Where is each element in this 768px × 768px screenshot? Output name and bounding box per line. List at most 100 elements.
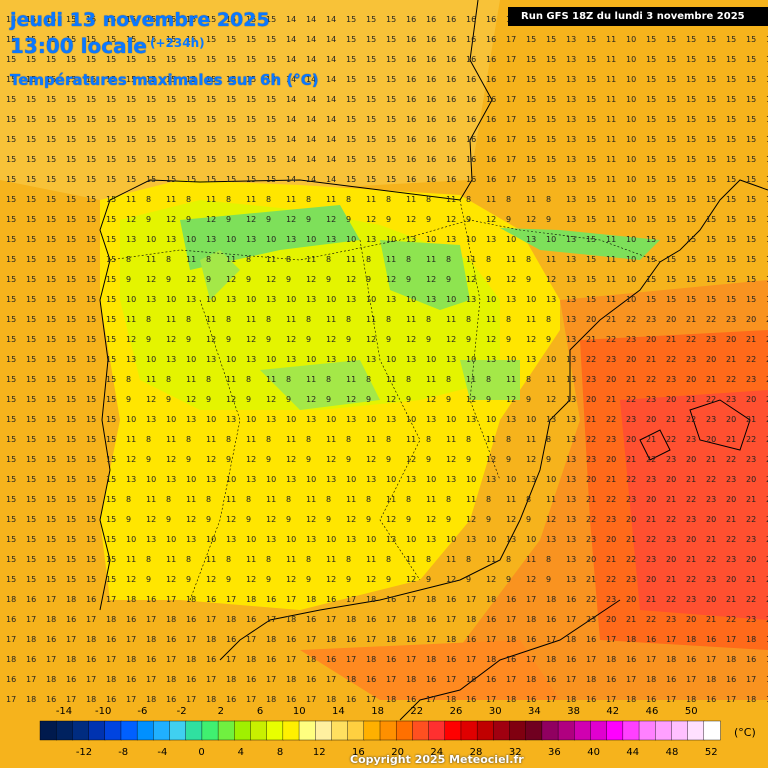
grid-value: 12 xyxy=(366,575,376,584)
grid-value: 12 xyxy=(126,215,136,224)
legend-swatch xyxy=(201,720,219,741)
grid-value: 13 xyxy=(566,35,576,44)
grid-value: 8 xyxy=(286,255,291,264)
grid-value: 11 xyxy=(226,255,236,264)
grid-value: 21 xyxy=(586,335,596,344)
legend-label-top: 18 xyxy=(371,706,384,717)
grid-value: 15 xyxy=(266,35,276,44)
grid-value: 15 xyxy=(106,75,116,84)
grid-value: 11 xyxy=(246,315,256,324)
grid-value: 15 xyxy=(66,75,76,84)
grid-value: 13 xyxy=(306,295,316,304)
grid-value: 13 xyxy=(486,475,496,484)
grid-value: 10 xyxy=(626,235,636,244)
legend-swatch xyxy=(557,720,575,741)
grid-value: 16 xyxy=(346,695,356,704)
grid-value: 15 xyxy=(46,215,56,224)
grid-value: 15 xyxy=(366,175,376,184)
grid-value: 16 xyxy=(586,635,596,644)
grid-value: 8 xyxy=(446,495,451,504)
grid-value: 11 xyxy=(226,495,236,504)
grid-value: 9 xyxy=(366,395,371,404)
grid-value: 13 xyxy=(386,295,396,304)
grid-value: 15 xyxy=(46,355,56,364)
grid-value: 15 xyxy=(666,35,676,44)
grid-value: 15 xyxy=(546,155,556,164)
grid-value: 16 xyxy=(446,175,456,184)
grid-value: 13 xyxy=(206,235,216,244)
grid-value: 17 xyxy=(286,655,296,664)
grid-value: 11 xyxy=(246,195,256,204)
grid-value: 9 xyxy=(526,395,531,404)
grid-value: 12 xyxy=(466,515,476,524)
grid-value: 16 xyxy=(406,75,416,84)
grid-value: 15 xyxy=(26,415,36,424)
grid-value: 11 xyxy=(446,435,456,444)
grid-value: 15 xyxy=(686,135,696,144)
grid-value: 11 xyxy=(186,495,196,504)
grid-value: 15 xyxy=(366,135,376,144)
grid-value: 11 xyxy=(246,555,256,564)
grid-value: 13 xyxy=(166,235,176,244)
grid-value: 15 xyxy=(546,175,556,184)
grid-value: 21 xyxy=(726,515,736,524)
grid-value: 11 xyxy=(526,555,536,564)
grid-value: 9 xyxy=(266,455,271,464)
grid-value: 9 xyxy=(186,455,191,464)
grid-value: 15 xyxy=(26,235,36,244)
grid-value: 15 xyxy=(126,75,136,84)
grid-value: 15 xyxy=(86,35,96,44)
grid-value: 15 xyxy=(126,155,136,164)
grid-value: 10 xyxy=(626,95,636,104)
grid-value: 11 xyxy=(186,375,196,384)
grid-value: 15 xyxy=(46,475,56,484)
grid-value: 18 xyxy=(566,635,576,644)
grid-value: 18 xyxy=(566,695,576,704)
grid-value: 22 xyxy=(686,495,696,504)
grid-value: 17 xyxy=(266,615,276,624)
grid-value: 15 xyxy=(86,335,96,344)
grid-value: 15 xyxy=(666,215,676,224)
grid-value: 9 xyxy=(146,455,151,464)
grid-value: 18 xyxy=(626,635,636,644)
grid-value: 15 xyxy=(386,55,396,64)
grid-value: 15 xyxy=(766,75,768,84)
grid-value: 11 xyxy=(266,375,276,384)
cantabrian-green xyxy=(180,205,360,270)
grid-value: 10 xyxy=(446,295,456,304)
grid-value: 11 xyxy=(206,195,216,204)
grid-value: 15 xyxy=(586,235,596,244)
grid-value: 15 xyxy=(526,135,536,144)
grid-value: 15 xyxy=(66,115,76,124)
grid-value: 15 xyxy=(106,135,116,144)
grid-value: 10 xyxy=(326,535,336,544)
grid-value: 9 xyxy=(486,515,491,524)
grid-value: 10 xyxy=(186,475,196,484)
legend-label-bottom: 16 xyxy=(352,747,365,758)
grid-value: 16 xyxy=(226,695,236,704)
grid-value: 8 xyxy=(346,195,351,204)
legend-swatch xyxy=(185,720,203,741)
grid-value: 12 xyxy=(466,395,476,404)
grid-value: 8 xyxy=(146,195,151,204)
grid-value: 14 xyxy=(306,135,316,144)
grid-value: 14 xyxy=(286,155,296,164)
grid-value: 16 xyxy=(466,15,476,24)
grid-value: 15 xyxy=(666,155,676,164)
grid-value: 15 xyxy=(6,295,16,304)
grid-value: 15 xyxy=(586,215,596,224)
grid-value: 8 xyxy=(206,495,211,504)
grid-value: 15 xyxy=(46,495,56,504)
grid-value: 15 xyxy=(546,75,556,84)
grid-value: 16 xyxy=(466,695,476,704)
grid-value: 15 xyxy=(666,295,676,304)
legend-swatch xyxy=(39,720,57,741)
grid-value: 14 xyxy=(286,95,296,104)
legend-swatch xyxy=(493,720,511,741)
value-grid: 15 15 15 15 15 15 15 15 15 15 15 15 15 15 14 14 14 15 15 15… xyxy=(6,15,768,704)
grid-value: 13 xyxy=(466,415,476,424)
grid-value: 15 xyxy=(146,75,156,84)
grid-value: 9 xyxy=(546,575,551,584)
grid-value: 10 xyxy=(326,295,336,304)
grid-value: 15 xyxy=(26,475,36,484)
